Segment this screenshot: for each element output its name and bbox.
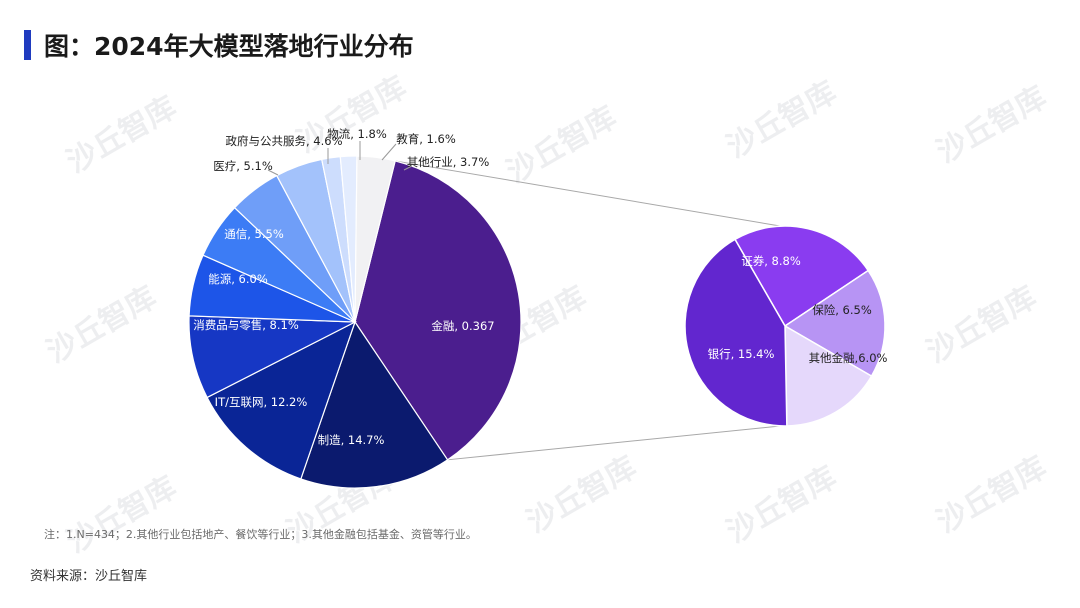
pie-slice bbox=[684, 238, 788, 427]
data-label: 证券, 8.8% bbox=[741, 254, 801, 268]
page-title: 图：2024年大模型落地行业分布 bbox=[44, 32, 414, 61]
leader-line bbox=[267, 169, 279, 176]
data-label: 医疗, 5.1% bbox=[213, 159, 273, 173]
data-label: 银行, 15.4% bbox=[708, 347, 775, 361]
connector-line-top bbox=[395, 160, 781, 227]
title-accent-bar bbox=[24, 30, 31, 60]
data-label: 教育, 1.6% bbox=[396, 132, 456, 146]
pie-slice bbox=[783, 269, 886, 378]
data-label: IT/互联网, 12.2% bbox=[215, 395, 308, 409]
data-label: 物流, 1.8% bbox=[327, 127, 387, 141]
pie-slice bbox=[300, 320, 449, 489]
data-label: 制造, 14.7% bbox=[318, 433, 385, 447]
connector-line-bottom bbox=[447, 425, 781, 461]
data-label: 政府与公共服务, 4.6% bbox=[225, 134, 342, 148]
data-label: 其他行业, 3.7% bbox=[407, 155, 490, 169]
leader-line bbox=[381, 143, 397, 161]
data-label: 其他金融,6.0% bbox=[809, 351, 888, 365]
data-label: 金融, 0.367 bbox=[431, 319, 494, 333]
pie-slice bbox=[354, 155, 396, 323]
source-credit: 资料来源：沙丘智库 bbox=[30, 569, 148, 584]
leader-line bbox=[403, 165, 413, 171]
data-label: 消费品与零售, 8.1% bbox=[193, 318, 299, 332]
footnote: 注：1.N=434；2.其他行业包括地产、餐饮等行业；3.其他金融包括基金、资管… bbox=[44, 528, 477, 541]
data-label: 通信, 5.5% bbox=[224, 227, 284, 241]
pie-slice bbox=[206, 320, 357, 480]
pie-slice bbox=[784, 324, 873, 427]
data-label: 能源, 6.0% bbox=[208, 272, 268, 286]
data-label: 保险, 6.5% bbox=[812, 303, 872, 317]
pie-slice bbox=[354, 160, 522, 461]
pie-slice bbox=[733, 225, 870, 328]
